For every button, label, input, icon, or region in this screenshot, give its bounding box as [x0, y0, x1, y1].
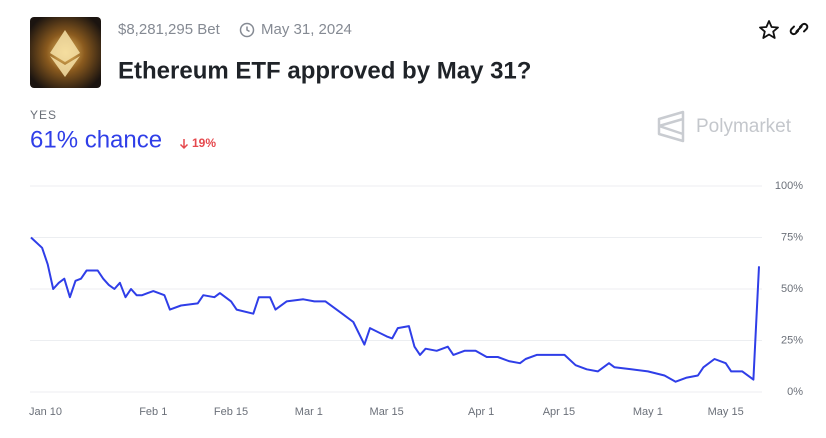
series-line: [30, 236, 760, 383]
x-tick-label: Mar 15: [370, 406, 404, 418]
x-tick-label: Feb 15: [214, 406, 248, 418]
x-tick-label: May 15: [708, 406, 744, 418]
x-tick-label: Apr 1: [468, 406, 494, 418]
market-title: Ethereum ETF approved by May 31?: [118, 57, 531, 84]
chart: 0% 25% 50% 75% 100% Jan 10 Feb 1 Feb 15 Mar 1 Mar…: [29, 180, 803, 418]
brand-name: Polymarket: [696, 116, 792, 137]
clock-icon: [239, 22, 255, 38]
y-tick-label: 50%: [781, 283, 803, 295]
eth-icon: [50, 30, 80, 77]
x-tick-label: May 1: [633, 406, 663, 418]
y-tick-label: 75%: [781, 231, 803, 243]
x-tick-label: Feb 1: [139, 406, 167, 418]
end-date: May 31, 2024: [261, 21, 352, 38]
y-tick-label: 25%: [781, 334, 803, 346]
volume: $8,281,295 Bet: [118, 21, 221, 38]
chance: 61% chance: [30, 126, 162, 153]
change: 19%: [192, 136, 216, 150]
y-tick-label: 0%: [787, 386, 803, 398]
x-tick-label: Jan 10: [29, 406, 62, 418]
link-button[interactable]: [789, 22, 809, 36]
x-tick-label: Apr 15: [543, 406, 575, 418]
brand-logo: [657, 110, 685, 143]
x-tick-label: Mar 1: [295, 406, 323, 418]
y-tick-label: 100%: [775, 180, 803, 192]
star-button[interactable]: [759, 20, 779, 39]
outcome-label: YES: [30, 108, 57, 122]
down-arrow: [179, 139, 189, 150]
